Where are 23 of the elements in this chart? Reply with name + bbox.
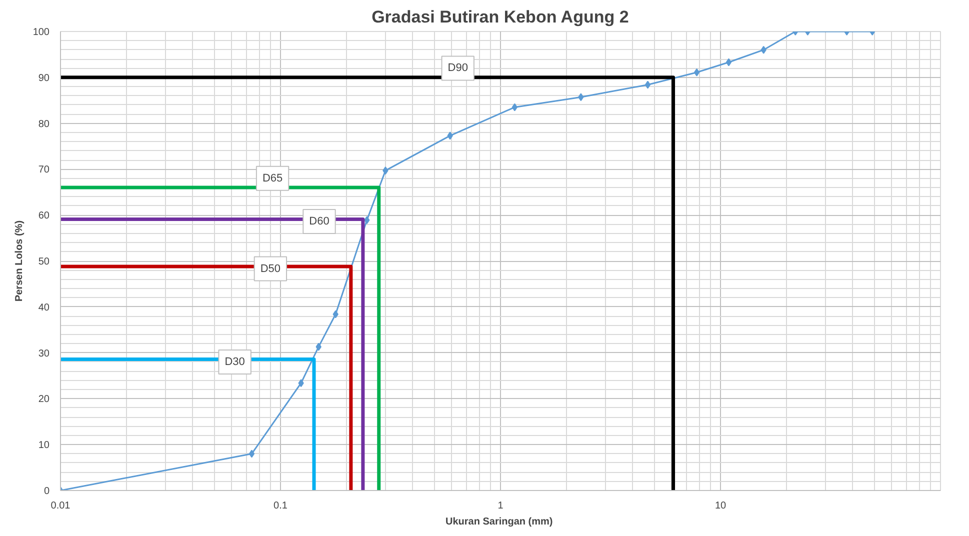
chart-title: Gradasi Butiran Kebon Agung 2 xyxy=(372,8,629,26)
x-axis-title: Ukuran Saringan (mm) xyxy=(445,516,553,528)
y-tick-label: 20 xyxy=(38,394,50,406)
y-tick-label: 0 xyxy=(44,486,50,497)
y-tick-label: 50 xyxy=(38,256,50,268)
annotation: D90 xyxy=(448,62,468,74)
y-tick-label: 40 xyxy=(38,302,50,314)
y-tick-label: 80 xyxy=(38,118,50,130)
x-tick-label: 1 xyxy=(498,500,504,512)
y-tick-label: 90 xyxy=(38,72,50,84)
annotation: D65 xyxy=(262,172,283,184)
y-tick-label: 100 xyxy=(32,27,50,38)
annotation: D50 xyxy=(260,262,281,275)
annotation: D60 xyxy=(309,216,330,228)
x-tick-label: 10 xyxy=(714,500,726,512)
annotation: D30 xyxy=(224,356,245,368)
y-tick-label: 70 xyxy=(38,164,50,176)
y-tick-label: 60 xyxy=(38,210,50,222)
y-axis-title: Persen Lolos (%) xyxy=(14,220,25,302)
y-tick-label: 10 xyxy=(38,440,50,452)
x-tick-label: 0.01 xyxy=(50,500,71,512)
y-tick-label: 30 xyxy=(38,348,50,360)
x-tick-label: 0.1 xyxy=(274,500,288,512)
